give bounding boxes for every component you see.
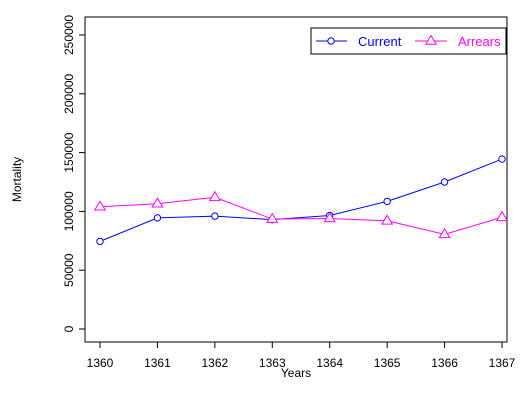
data-point-arrears	[93, 200, 107, 211]
x-tick-label: 1367	[489, 356, 516, 370]
data-point-arrears	[495, 210, 509, 222]
x-axis-title: Years	[281, 366, 311, 380]
data-point-arrears	[266, 212, 279, 223]
y-tick-label: 0	[62, 325, 76, 332]
x-tick-label: 1362	[202, 356, 229, 370]
legend-marker-arrears	[424, 34, 438, 45]
series-line-current	[99, 158, 503, 242]
axes: 1360 1361 1362 1363 1364 1365 1366 1367 0 50000 10…	[62, 15, 516, 370]
x-tick-label: 1361	[144, 356, 171, 370]
plot-frame	[84, 16, 508, 343]
x-tick-label: 1364	[316, 356, 343, 370]
y-tick-label: 100000	[62, 191, 76, 231]
x-tick-label: 1363	[259, 356, 286, 370]
y-tick-label: 200000	[62, 73, 76, 113]
series-layer	[93, 155, 509, 246]
legend-label-arrears: Arrears	[458, 34, 501, 49]
series-line-arrears	[99, 196, 503, 235]
y-tick-label: 250000	[62, 15, 76, 55]
legend-marker-current	[327, 37, 335, 45]
data-point-current	[498, 155, 506, 163]
data-point-current	[96, 237, 104, 246]
data-point-arrears	[381, 214, 394, 225]
y-tick-label: 150000	[62, 132, 76, 172]
x-tick-label: 1360	[87, 356, 114, 370]
legend-item-current: Current	[316, 34, 402, 49]
data-point-arrears	[438, 227, 451, 239]
data-point-current	[440, 178, 449, 186]
legend: Current Arrears	[310, 27, 507, 55]
x-tick-label: 1366	[431, 356, 458, 370]
data-point-current	[211, 212, 219, 220]
data-point-current	[153, 214, 162, 222]
series-arrears	[93, 190, 509, 239]
y-tick-label: 50000	[62, 253, 76, 287]
data-point-arrears	[151, 197, 164, 208]
data-point-current	[383, 197, 391, 206]
x-tick-label: 1365	[374, 356, 401, 370]
data-point-arrears	[323, 211, 336, 223]
legend-label-current: Current	[358, 34, 402, 49]
y-axis-title: Mortality	[10, 157, 24, 202]
data-point-arrears	[208, 190, 221, 202]
legend-item-arrears: Arrears	[415, 34, 501, 49]
